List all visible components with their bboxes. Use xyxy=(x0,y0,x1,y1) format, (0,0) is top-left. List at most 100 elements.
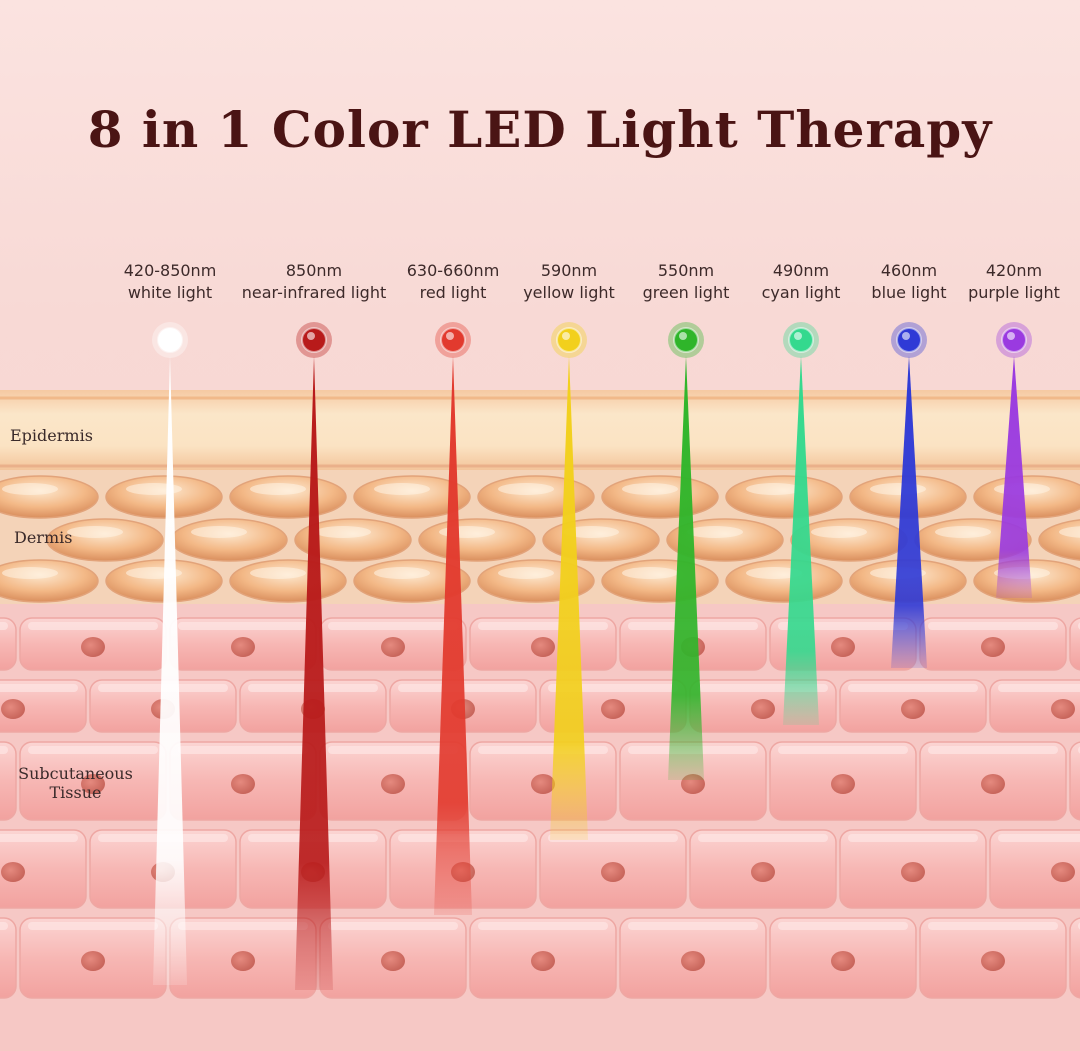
cell-nucleus xyxy=(381,774,405,794)
subcutaneous-cell xyxy=(0,917,17,999)
dermis-cell xyxy=(601,475,719,519)
cell-nucleus xyxy=(381,951,405,971)
wavelength-text: 420-850nm xyxy=(123,261,217,280)
beam-red-light xyxy=(434,356,472,915)
light-name-text: white light xyxy=(127,283,213,302)
led-dot-red-light xyxy=(440,327,466,353)
page-title: 8 in 1 Color LED Light Therapy xyxy=(87,100,993,159)
subcutaneous-cell xyxy=(0,829,87,909)
beam-purple-light xyxy=(996,356,1032,598)
wavelength-text: 550nm xyxy=(657,261,715,280)
cell-nucleus xyxy=(831,774,855,794)
light-name-text: cyan light xyxy=(761,283,841,302)
wavelength-text: 490nm xyxy=(772,261,830,280)
beam-cyan-light xyxy=(783,356,819,725)
light-label: 850nm near-infrared light xyxy=(229,260,399,304)
dermis-label: Dermis xyxy=(14,528,73,547)
subcutaneous-cell xyxy=(1069,917,1080,999)
dermis-cell xyxy=(229,475,347,519)
cell-nucleus xyxy=(1,862,25,882)
dermis-cell xyxy=(601,559,719,603)
cell-nucleus xyxy=(1,699,25,719)
light-name-text: green light xyxy=(642,283,730,302)
cell-nucleus xyxy=(1051,699,1075,719)
subcutaneous-cell xyxy=(1069,741,1080,821)
dermis-cell xyxy=(105,475,223,519)
dermis-cell xyxy=(477,475,595,519)
light-beams xyxy=(152,322,1032,990)
light-label: 630-660nm red light xyxy=(368,260,538,304)
cell-nucleus xyxy=(381,637,405,657)
cell-nucleus xyxy=(601,862,625,882)
cell-nucleus xyxy=(831,637,855,657)
subcutaneous-cell xyxy=(0,741,17,821)
cell-nucleus xyxy=(81,774,105,794)
cell-nucleus xyxy=(81,637,105,657)
cell-nucleus xyxy=(981,637,1005,657)
light-name-text: near-infrared light xyxy=(241,283,387,302)
dermis-cell xyxy=(170,518,288,562)
subcutaneous-label-line2: Tissue xyxy=(49,783,102,802)
light-label: 490nm cyan light xyxy=(716,260,886,304)
subcutaneous-label: Subcutaneous Tissue xyxy=(8,764,143,802)
dermis-cell xyxy=(725,559,843,603)
cell-nucleus xyxy=(901,862,925,882)
led-dot-green-light xyxy=(673,327,699,353)
led-dot-cyan-light xyxy=(788,327,814,353)
cell-nucleus xyxy=(751,699,775,719)
subcutaneous-cell xyxy=(0,617,17,671)
subcutaneous-cell xyxy=(989,829,1080,909)
dermis-cell xyxy=(418,518,536,562)
light-label: 420nm purple light xyxy=(929,260,1080,304)
led-dot-white-light xyxy=(157,327,183,353)
dermis-cell xyxy=(973,475,1080,519)
beam-green-light xyxy=(668,356,704,780)
cell-nucleus xyxy=(81,951,105,971)
dermis-cell xyxy=(542,518,660,562)
cell-nucleus xyxy=(231,774,255,794)
cell-nucleus xyxy=(531,774,555,794)
beam-near-infrared-light xyxy=(295,356,333,990)
subcutaneous-cell xyxy=(1069,617,1080,671)
light-label: 420-850nm white light xyxy=(85,260,255,304)
wavelength-text: 420nm xyxy=(985,261,1043,280)
led-dot-purple-light xyxy=(1001,327,1027,353)
wavelength-text: 460nm xyxy=(880,261,938,280)
light-label: 590nm yellow light xyxy=(484,260,654,304)
cell-nucleus xyxy=(531,637,555,657)
epidermis-layer xyxy=(0,390,1080,470)
subcutaneous-label-line1: Subcutaneous xyxy=(18,764,133,783)
led-dot-yellow-light xyxy=(556,327,582,353)
cell-nucleus xyxy=(601,699,625,719)
light-label: 460nm blue light xyxy=(824,260,994,304)
cell-nucleus xyxy=(981,774,1005,794)
cell-nucleus xyxy=(231,951,255,971)
cell-nucleus xyxy=(751,862,775,882)
beam-blue-light xyxy=(891,356,927,668)
cell-nucleus xyxy=(1051,862,1075,882)
cell-nucleus xyxy=(981,951,1005,971)
led-dot-near-infrared-light xyxy=(301,327,327,353)
light-name-text: yellow light xyxy=(523,283,615,302)
wavelength-text: 630-660nm xyxy=(406,261,500,280)
dermis-cell xyxy=(229,559,347,603)
light-label: 550nm green light xyxy=(601,260,771,304)
cell-nucleus xyxy=(681,951,705,971)
beam-yellow-light xyxy=(550,356,588,840)
wavelength-text: 850nm xyxy=(285,261,343,280)
cell-nucleus xyxy=(901,699,925,719)
dermis-cell xyxy=(0,559,99,603)
cell-nucleus xyxy=(831,951,855,971)
cell-nucleus xyxy=(231,637,255,657)
subcutaneous-cell xyxy=(0,679,87,733)
cell-nucleus xyxy=(531,951,555,971)
light-name-text: blue light xyxy=(871,283,947,302)
dermis-cell xyxy=(725,475,843,519)
epidermis-label: Epidermis xyxy=(10,426,93,445)
beam-white-light xyxy=(153,356,187,985)
subcutaneous-cell xyxy=(989,679,1080,733)
dermis-cell xyxy=(0,475,99,519)
wavelength-text: 590nm xyxy=(540,261,598,280)
